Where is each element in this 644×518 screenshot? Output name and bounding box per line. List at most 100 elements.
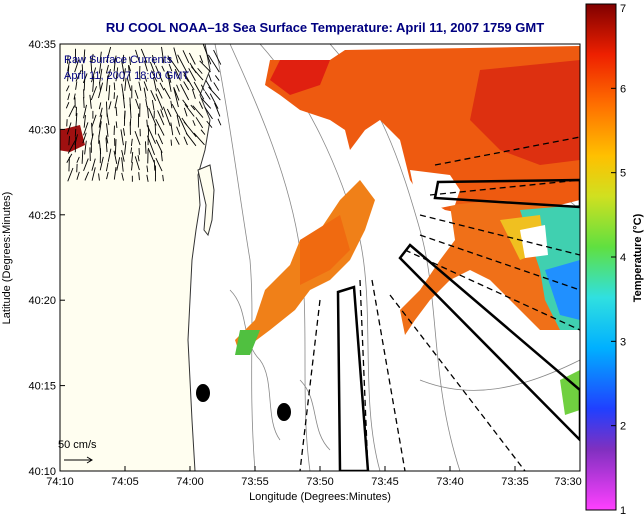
current-vector bbox=[193, 132, 205, 146]
current-vector bbox=[91, 122, 93, 137]
current-vector bbox=[106, 112, 110, 126]
current-vector bbox=[76, 156, 80, 163]
current-vector bbox=[168, 63, 173, 72]
current-vector bbox=[131, 152, 134, 163]
x-axis-ticks: 74:10 74:05 74:00 73:55 73:50 73:45 73:40 73:35… bbox=[46, 466, 582, 488]
y-axis-ticks: 40:35 40:30 40:25 40:20 40:15 40:10 bbox=[28, 39, 65, 478]
y-tick-label: 40:35 bbox=[28, 39, 56, 51]
current-vector bbox=[144, 75, 148, 82]
current-vector bbox=[178, 115, 188, 136]
y-tick-label: 40:25 bbox=[28, 210, 56, 222]
current-vector bbox=[106, 171, 109, 180]
current-vector bbox=[134, 156, 140, 171]
current-vector bbox=[67, 66, 70, 82]
current-vector bbox=[173, 47, 179, 64]
current-vector bbox=[153, 77, 157, 92]
current-vector bbox=[123, 128, 126, 136]
current-vector bbox=[151, 70, 158, 82]
current-vector bbox=[74, 59, 80, 73]
current-vector bbox=[120, 129, 124, 146]
current-vector bbox=[154, 123, 157, 135]
current-vector bbox=[143, 81, 149, 91]
current-vector bbox=[83, 96, 85, 108]
current-vector bbox=[83, 122, 89, 136]
current-vector bbox=[155, 118, 165, 136]
current-vector bbox=[99, 82, 101, 91]
current-vector bbox=[82, 132, 87, 144]
colorbar-ticks: 1 2 3 4 5 6 7 bbox=[611, 3, 626, 517]
current-vector bbox=[182, 99, 189, 108]
x-tick-label: 74:10 bbox=[46, 476, 74, 488]
current-vector bbox=[155, 139, 163, 153]
current-vector bbox=[90, 86, 97, 101]
current-vector bbox=[66, 122, 72, 135]
current-vector bbox=[146, 119, 148, 127]
current-vector bbox=[207, 54, 220, 73]
current-vector bbox=[67, 167, 74, 182]
current-vector bbox=[166, 108, 172, 117]
current-vector bbox=[67, 55, 69, 64]
current-vector bbox=[150, 90, 156, 102]
current-vector bbox=[114, 95, 118, 109]
current-vector bbox=[146, 125, 156, 144]
current-vector bbox=[98, 102, 102, 110]
current-vector bbox=[99, 68, 103, 84]
current-vector bbox=[84, 171, 90, 181]
current-vector bbox=[91, 167, 96, 181]
current-vector bbox=[105, 75, 109, 92]
current-vector bbox=[114, 139, 117, 155]
current-vector bbox=[83, 49, 86, 64]
colorbar-tick-label: 7 bbox=[620, 3, 626, 15]
current-vector bbox=[90, 56, 93, 73]
current-vector bbox=[193, 81, 205, 100]
current-vector bbox=[121, 172, 124, 181]
current-vector bbox=[205, 79, 212, 90]
current-vector bbox=[146, 135, 155, 156]
current-vector bbox=[191, 89, 196, 99]
current-vector bbox=[84, 140, 87, 155]
y-tick-label: 40:30 bbox=[28, 124, 56, 136]
current-vector bbox=[192, 105, 204, 118]
current-vector bbox=[67, 93, 71, 101]
x-tick-label: 73:30 bbox=[554, 476, 582, 488]
current-vector bbox=[89, 94, 92, 109]
current-vector bbox=[170, 100, 173, 109]
current-vector bbox=[98, 173, 100, 181]
current-vector bbox=[113, 58, 116, 72]
current-vector bbox=[160, 109, 164, 118]
current-vector bbox=[124, 141, 127, 155]
x-tick-label: 74:00 bbox=[176, 476, 204, 488]
cloud-masks bbox=[375, 170, 548, 258]
x-tick-label: 73:55 bbox=[241, 476, 269, 488]
y-axis-label: Latitude (Degrees:Minutes) bbox=[1, 192, 13, 325]
current-vector bbox=[147, 106, 149, 119]
current-vector bbox=[183, 74, 190, 82]
current-vector bbox=[190, 66, 204, 81]
y-tick-label: 40:10 bbox=[28, 466, 56, 478]
current-vector bbox=[156, 88, 163, 99]
current-vector bbox=[115, 67, 119, 82]
current-vector bbox=[106, 46, 112, 63]
current-vector bbox=[174, 68, 181, 81]
current-vector bbox=[153, 160, 156, 171]
current-vector bbox=[83, 115, 86, 128]
scale-arrow bbox=[64, 456, 93, 464]
current-vector bbox=[116, 157, 121, 171]
dashed-transects bbox=[299, 136, 580, 471]
sst-patch-red bbox=[270, 60, 330, 95]
current-vector bbox=[98, 62, 102, 74]
current-vector bbox=[157, 110, 165, 126]
current-vector bbox=[137, 155, 140, 162]
current-vector bbox=[162, 174, 164, 182]
x-tick-label: 73:35 bbox=[501, 476, 529, 488]
current-vector bbox=[92, 76, 95, 92]
scale-label: 50 cm/s bbox=[58, 439, 97, 451]
colorbar-tick-label: 3 bbox=[620, 336, 626, 348]
current-vector bbox=[184, 103, 195, 117]
current-vector bbox=[107, 148, 112, 162]
current-vector bbox=[115, 121, 118, 129]
current-vector bbox=[123, 68, 126, 82]
current-vector bbox=[108, 85, 111, 101]
current-vector bbox=[200, 129, 206, 135]
current-vector bbox=[82, 73, 88, 84]
